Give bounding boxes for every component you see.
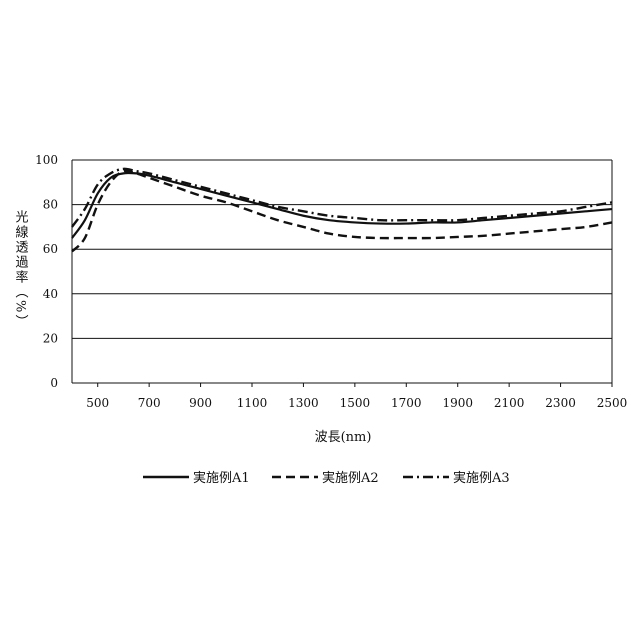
x-tick-label: 500 (86, 396, 109, 410)
series-line-1 (72, 173, 612, 238)
legend-label-1: 実施例A1 (193, 470, 250, 486)
y-axis-label: 光線透過率（%） (13, 210, 29, 329)
legend-label-2: 実施例A2 (322, 470, 379, 486)
x-axis-label: 波長(nm) (315, 430, 372, 445)
y-tick-label: 80 (43, 198, 58, 212)
y-tick-label: 100 (35, 153, 58, 167)
x-tick-labels: 500 700 900 1100 1300 1500 1700 1900 2100 2300 250… (86, 396, 627, 410)
x-tick-label: 2300 (545, 396, 576, 410)
y-tick-label: 20 (43, 331, 58, 345)
x-tick-label: 2100 (494, 396, 525, 410)
y-tick-labels: 0 20 40 60 80 100 (35, 153, 58, 390)
grid (72, 160, 612, 387)
x-tick-label: 2500 (597, 396, 628, 410)
x-tick-label: 1900 (442, 396, 473, 410)
y-tick-label: 60 (43, 242, 58, 256)
y-tick-label: 0 (50, 376, 58, 390)
x-tick-label: 700 (138, 396, 161, 410)
x-tick-label: 1300 (288, 396, 319, 410)
legend: 実施例A1 実施例A2 実施例A3 (143, 470, 510, 486)
x-tick-label: 1500 (340, 396, 371, 410)
series-lines (72, 169, 612, 252)
x-tick-label: 1700 (391, 396, 422, 410)
x-tick-label: 1100 (237, 396, 268, 410)
series-line-2 (72, 171, 612, 252)
legend-label-3: 実施例A3 (453, 470, 510, 486)
x-tick-label: 900 (189, 396, 212, 410)
y-tick-label: 40 (43, 287, 58, 301)
